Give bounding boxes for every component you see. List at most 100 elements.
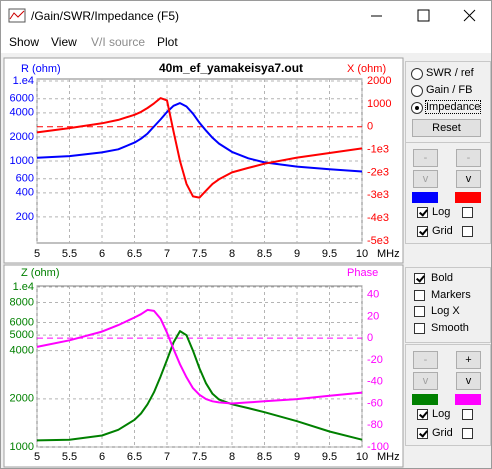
series-color-swatch[interactable]	[412, 394, 438, 405]
x-tick-label: 6.5	[127, 248, 142, 260]
checkbox[interactable]	[462, 226, 473, 237]
series-color-swatch[interactable]	[412, 192, 438, 203]
checkbox-label: Log	[432, 408, 451, 420]
series-group	[405, 142, 491, 244]
scale-button[interactable]: -	[413, 351, 438, 369]
close-button[interactable]	[463, 9, 476, 22]
checkbox[interactable]	[414, 273, 425, 284]
scale-button[interactable]: -	[413, 149, 438, 167]
y-tick-label: 6000	[10, 316, 34, 328]
x-tick-label: 8	[229, 248, 235, 260]
y2-tick-label: 0	[367, 121, 373, 133]
axis-series-name: Phase	[347, 267, 378, 279]
y2-tick-label: 20	[367, 310, 379, 322]
y-tick-label: 1.e4	[13, 75, 34, 87]
scale-button[interactable]: +	[456, 351, 481, 369]
y-tick-label: 2000	[10, 393, 34, 405]
axis-series-name: R (ohm)	[21, 63, 61, 75]
checkbox[interactable]	[462, 428, 473, 439]
title-bar: /Gain/SWR/Impedance (F5)	[1, 1, 491, 31]
checkbox[interactable]	[462, 409, 473, 420]
series-line	[36, 102, 363, 173]
reset-button[interactable]: Reset	[412, 119, 481, 137]
x-tick-label: 10	[356, 248, 368, 260]
maximize-button[interactable]	[417, 9, 430, 22]
y2-tick-label: -3e3	[367, 189, 389, 201]
app-icon-line	[9, 10, 25, 20]
scale-button[interactable]: -	[456, 149, 481, 167]
title-icons	[8, 8, 476, 23]
x-tick-label: 9.5	[322, 451, 337, 463]
checkbox[interactable]	[414, 306, 425, 317]
menu-item[interactable]: Show	[9, 35, 40, 49]
menu-bar: Show View V/I source Plot	[1, 31, 491, 53]
y-tick-label: 1000	[10, 155, 34, 167]
x-tick-label: 8	[229, 451, 235, 463]
chart-frame	[3, 264, 404, 468]
y2-tick-label: -4e3	[367, 212, 389, 224]
radio-button[interactable]	[411, 85, 423, 97]
series-color-swatch[interactable]	[455, 192, 481, 203]
radio-label: Impedance	[424, 100, 482, 114]
scale-button[interactable]: v	[413, 170, 438, 188]
radio-label: SWR / ref	[426, 67, 474, 79]
y2-tick-label: -60	[367, 397, 383, 409]
scale-button[interactable]: v	[413, 372, 438, 390]
series-group	[405, 344, 491, 446]
chart-title: 40m_ef_yamakeisya7.out	[159, 61, 303, 75]
options-group	[405, 267, 491, 343]
axis-series-name: X (ohm)	[347, 63, 386, 75]
x-tick-label: 6.5	[127, 451, 142, 463]
y2-tick-label: -2e3	[367, 166, 389, 178]
checkbox[interactable]	[417, 207, 428, 218]
x-tick-label: 6	[99, 248, 105, 260]
menu-item[interactable]: V/I source	[91, 35, 146, 49]
y2-tick-label: -5e3	[367, 235, 389, 247]
y-tick-label: 2000	[10, 131, 34, 143]
checkbox[interactable]	[417, 226, 428, 237]
x-tick-label: 7.5	[192, 248, 207, 260]
checkbox[interactable]	[414, 322, 425, 334]
y-tick-label: 400	[16, 187, 34, 199]
menu-item[interactable]: View	[51, 35, 77, 49]
x-tick-label: 5	[34, 248, 40, 260]
x-tick-label: 10	[356, 451, 368, 463]
x-tick-label: 5	[34, 451, 40, 463]
radio-label: Gain / FB	[426, 84, 473, 96]
y2-tick-label: -20	[367, 354, 383, 366]
y-tick-label: 6000	[10, 93, 34, 105]
x-tick-label: 9	[294, 451, 300, 463]
x-axis-label: MHz	[377, 248, 400, 260]
y2-tick-label: 2000	[367, 75, 391, 87]
y-tick-label: 8000	[10, 296, 34, 308]
checkbox[interactable]	[462, 207, 473, 218]
radio-button[interactable]	[411, 102, 423, 114]
checkbox-label: Smooth	[431, 321, 469, 334]
scale-button[interactable]: v	[456, 372, 481, 390]
x-tick-label: 8.5	[257, 248, 272, 260]
y-tick-label: 1000	[10, 441, 34, 453]
checkbox[interactable]	[417, 428, 428, 439]
scale-button[interactable]: v	[456, 170, 481, 188]
x-tick-label: 7	[164, 451, 170, 463]
series-line	[36, 97, 363, 199]
menu-item[interactable]: Plot	[157, 35, 178, 49]
y-tick-label: 4000	[10, 345, 34, 357]
checkbox[interactable]	[417, 409, 428, 420]
x-tick-label: 5.5	[62, 248, 77, 260]
series-color-swatch[interactable]	[455, 394, 481, 405]
x-tick-label: 9.5	[322, 248, 337, 260]
y2-tick-label: -100	[367, 441, 389, 453]
y-tick-label: 1.e4	[13, 281, 34, 293]
checkbox-label: Markers	[431, 288, 471, 301]
checkbox[interactable]	[414, 289, 425, 301]
y2-tick-label: 1000	[367, 98, 391, 110]
y2-tick-label: 0	[367, 332, 373, 344]
radio-button[interactable]	[411, 68, 423, 80]
checkbox-label: Log	[432, 206, 451, 218]
x-tick-label: 9	[294, 248, 300, 260]
axis-series-name: Z (ohm)	[21, 267, 60, 279]
series-line	[36, 330, 363, 442]
x-axis-label: MHz	[377, 451, 400, 463]
